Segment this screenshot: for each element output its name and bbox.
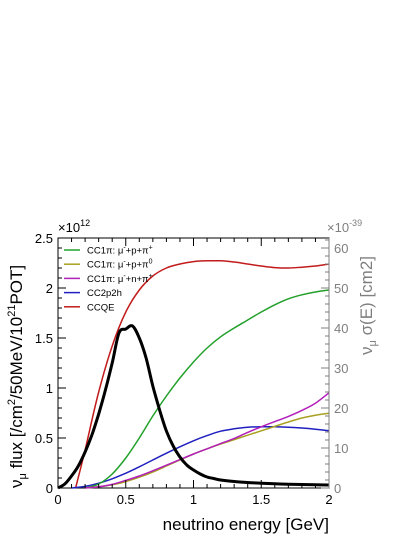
y-left-tick-label: 1 [46, 381, 53, 396]
x-axis-label: neutrino energy [GeV] [163, 515, 329, 534]
y-right-tick-label: 10 [334, 441, 348, 456]
legend-label-cc1pi_ppip: CC1π: μ-+p+π+ [87, 245, 153, 257]
y-right-tick-label: 40 [334, 321, 348, 336]
y-left-tick-label: 1.5 [35, 331, 53, 346]
y-left-tick-label: 2 [46, 281, 53, 296]
x-tick-label: 0 [54, 492, 61, 507]
x-tick-label: 1 [190, 492, 197, 507]
series-ccqe-line [74, 259, 330, 489]
y-right-multiplier: ×10-39 [327, 218, 362, 235]
legend-label-cc1pi_ppi0: CC1π: μ-+p+π0 [87, 259, 153, 271]
legend-label-cc1pi_npip: CC1π: μ-+n+π+ [87, 273, 153, 285]
y-left-tick-label: 0.5 [35, 431, 53, 446]
y-left-multiplier: ×1012 [58, 218, 90, 235]
y-right-axis-label: νμ σ(E) [cm2] [357, 256, 379, 355]
axes: 0 0.5 1 1.5 2 neutrino energy [GeV] 0 0.5 1 1.5 2 2… [6, 218, 379, 534]
series-cc1pi_npip-line [85, 392, 330, 489]
y-right-tick-label: 30 [334, 361, 348, 376]
y-left-tick-label: 2.5 [35, 231, 53, 246]
legend: CC1π: μ-+p+π+ CC1π: μ-+p+π0 CC1π: μ-+n+π+ C… [64, 245, 153, 313]
y-right-tick-label: 60 [334, 241, 348, 256]
y-right-tick-label: 0 [334, 481, 341, 496]
y-left-axis-label: νμ flux [/cm2/50MeV/1021POT] [6, 265, 29, 488]
x-tick-label: 0.5 [117, 492, 135, 507]
legend-label-cc2p2h: CC2p2h [87, 288, 122, 299]
y-right-tick-label: 50 [334, 281, 348, 296]
y-left-tick-label: 0 [46, 481, 53, 496]
series-cc2p2h-line [71, 425, 330, 489]
legend-label-ccqe: CCQE [87, 302, 114, 313]
y-right-tick-label: 20 [334, 401, 348, 416]
series-cc1pi_ppip-line [84, 289, 330, 489]
x-tick-label: 2 [325, 492, 332, 507]
flux-line [57, 324, 330, 490]
x-tick-label: 1.5 [252, 492, 270, 507]
